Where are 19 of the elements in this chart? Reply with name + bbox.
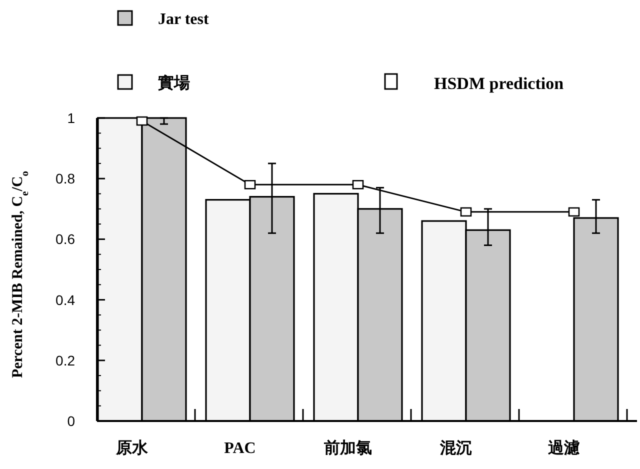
point — [460, 207, 472, 217]
y-tick-label: 0.8 — [56, 170, 76, 187]
point — [136, 116, 148, 126]
y-tick-label: 0.4 — [56, 292, 76, 308]
point — [352, 180, 364, 190]
y-tick-label: 0.6 — [56, 231, 76, 248]
y-tick-label: 0.2 — [56, 352, 76, 368]
x-tick-label: 前加氯 — [323, 439, 372, 457]
legend-label: Jar test — [158, 11, 210, 28]
y-tick-label: 0 — [67, 413, 76, 429]
point — [568, 207, 580, 217]
legend-label: 實場 — [158, 74, 190, 92]
legend-label: HSDM prediction — [434, 74, 564, 93]
point — [244, 180, 256, 190]
y-tick-label: 1 — [67, 110, 76, 126]
x-tick-label: 過濾 — [547, 439, 580, 457]
x-tick-label: 原水 — [115, 439, 149, 457]
x-tick-label: 混沉 — [439, 439, 472, 457]
x-tick-label: PAC — [224, 440, 256, 457]
